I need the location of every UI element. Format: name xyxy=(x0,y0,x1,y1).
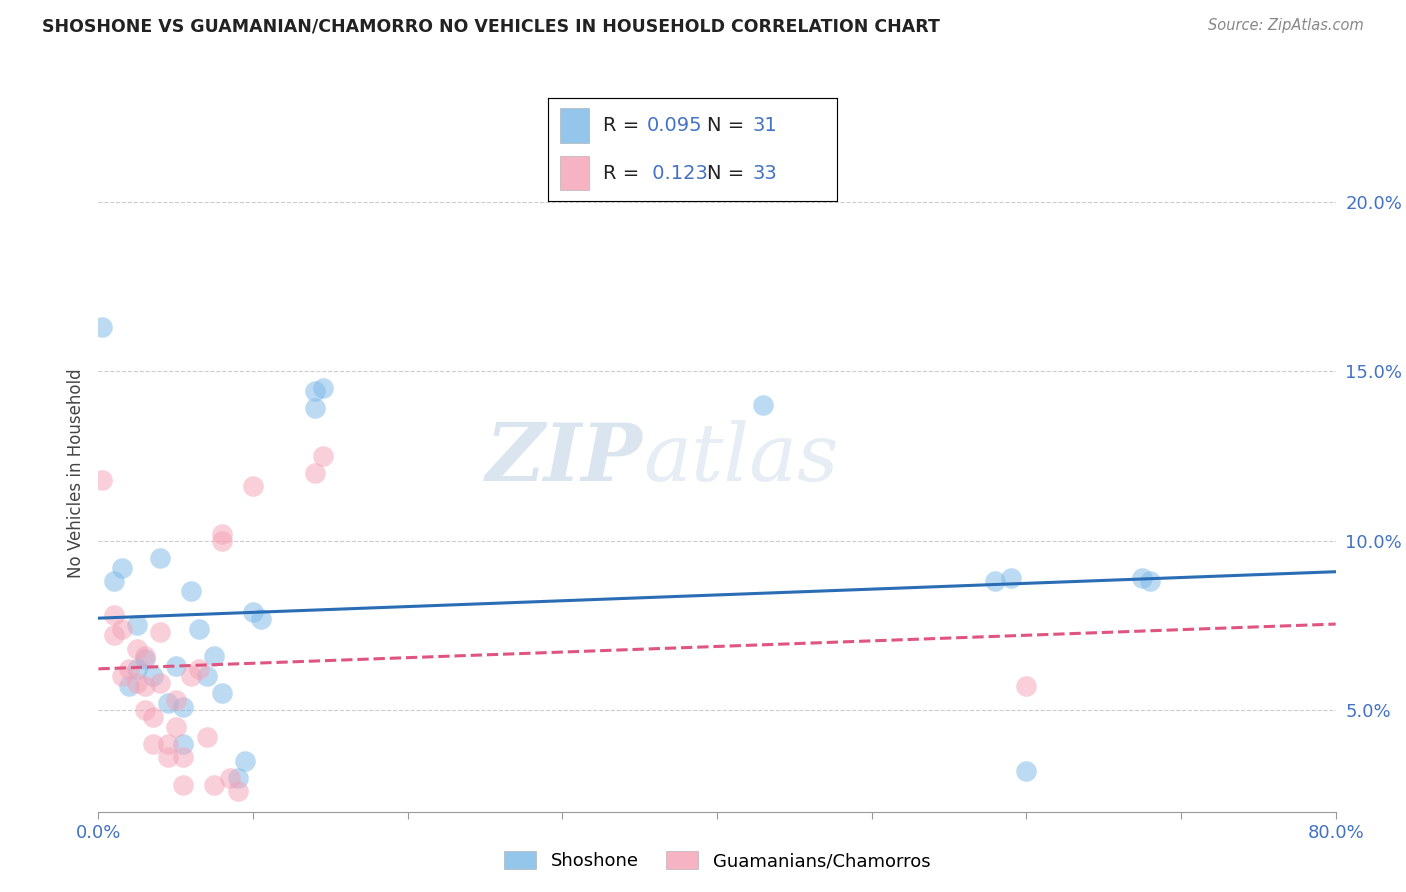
Point xyxy=(103,628,125,642)
Point xyxy=(984,574,1007,589)
Point xyxy=(165,693,187,707)
Point xyxy=(1130,571,1153,585)
Point xyxy=(752,398,775,412)
Point xyxy=(111,622,132,636)
Point xyxy=(304,401,326,416)
Point xyxy=(226,771,249,785)
Point xyxy=(211,686,233,700)
Text: SHOSHONE VS GUAMANIAN/CHAMORRO NO VEHICLES IN HOUSEHOLD CORRELATION CHART: SHOSHONE VS GUAMANIAN/CHAMORRO NO VEHICL… xyxy=(42,18,941,36)
Text: Source: ZipAtlas.com: Source: ZipAtlas.com xyxy=(1208,18,1364,33)
Point xyxy=(172,737,194,751)
Text: N =: N = xyxy=(707,163,751,183)
Point xyxy=(149,550,172,565)
Point xyxy=(103,608,125,623)
Point xyxy=(172,750,194,764)
Point xyxy=(157,696,180,710)
Point xyxy=(233,754,257,768)
Point xyxy=(127,618,149,632)
Point xyxy=(141,669,165,683)
Text: R =: R = xyxy=(603,116,645,136)
Point xyxy=(118,662,141,676)
Point xyxy=(304,384,326,399)
Point xyxy=(204,778,226,792)
Point xyxy=(118,679,141,693)
Point xyxy=(172,778,194,792)
Point xyxy=(219,771,242,785)
Point xyxy=(111,669,132,683)
Text: atlas: atlas xyxy=(643,420,838,498)
Point xyxy=(134,652,156,666)
Point xyxy=(211,526,233,541)
Point xyxy=(134,703,156,717)
Text: 0.123: 0.123 xyxy=(647,163,709,183)
Bar xyxy=(560,155,589,190)
Point xyxy=(1000,571,1022,585)
Point xyxy=(195,730,218,744)
Text: 31: 31 xyxy=(754,116,778,136)
Point xyxy=(149,625,172,640)
Point xyxy=(195,669,218,683)
Point xyxy=(172,699,194,714)
Point xyxy=(242,605,264,619)
Point xyxy=(149,676,172,690)
Point xyxy=(180,584,202,599)
Text: N =: N = xyxy=(707,116,751,136)
Legend: Shoshone, Guamanians/Chamorros: Shoshone, Guamanians/Chamorros xyxy=(496,844,938,877)
Text: R =: R = xyxy=(603,163,645,183)
Point xyxy=(1015,679,1038,693)
Point xyxy=(127,676,149,690)
Text: 0.095: 0.095 xyxy=(647,116,702,136)
Point xyxy=(1015,764,1038,778)
Text: 33: 33 xyxy=(754,163,778,183)
Point xyxy=(188,662,211,676)
Point xyxy=(127,662,149,676)
Point xyxy=(1139,574,1161,589)
Point xyxy=(250,611,273,625)
Point xyxy=(111,560,132,574)
Point xyxy=(211,533,233,548)
Point xyxy=(157,750,180,764)
Point xyxy=(165,720,187,734)
Point xyxy=(165,659,187,673)
Point xyxy=(141,737,165,751)
Point xyxy=(134,648,156,663)
Point xyxy=(180,669,202,683)
Bar xyxy=(560,108,589,144)
Point xyxy=(312,449,335,463)
Point xyxy=(304,466,326,480)
Point xyxy=(204,648,226,663)
Point xyxy=(134,679,156,693)
Point xyxy=(127,642,149,657)
Y-axis label: No Vehicles in Household: No Vehicles in Household xyxy=(66,368,84,578)
Point xyxy=(226,784,249,798)
Point xyxy=(90,473,112,487)
Point xyxy=(141,710,165,724)
Text: ZIP: ZIP xyxy=(486,420,643,498)
Point xyxy=(188,622,211,636)
Point xyxy=(103,574,125,589)
Point xyxy=(90,320,112,334)
Point xyxy=(242,479,264,493)
Point xyxy=(157,737,180,751)
Point xyxy=(312,381,335,395)
